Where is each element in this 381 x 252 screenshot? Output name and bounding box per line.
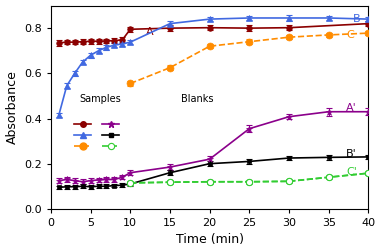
Text: Blanks: Blanks <box>181 94 214 104</box>
Text: C: C <box>346 30 354 40</box>
Text: A': A' <box>346 103 357 113</box>
X-axis label: Time (min): Time (min) <box>176 233 243 246</box>
Text: Samples: Samples <box>80 94 121 104</box>
Legend: , , , , , : , , , , , <box>74 120 122 151</box>
Y-axis label: Absorbance: Absorbance <box>6 70 19 144</box>
Text: C': C' <box>346 167 357 177</box>
Text: B: B <box>352 14 360 24</box>
Text: B': B' <box>346 149 357 159</box>
Text: A: A <box>146 27 154 37</box>
